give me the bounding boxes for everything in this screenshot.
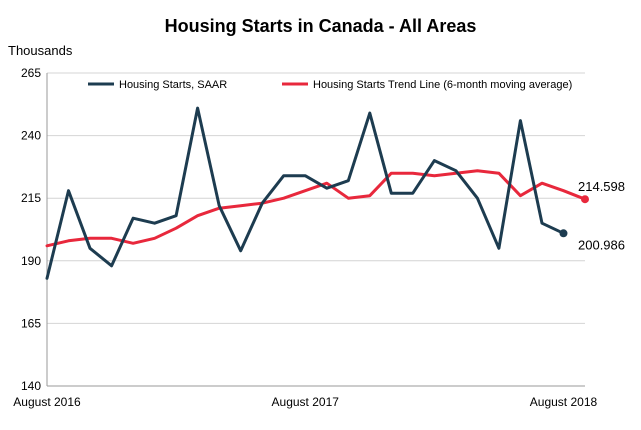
legend: Housing Starts, SAAR Housing Starts Trend… [88, 79, 572, 91]
series-end-marker-1 [581, 195, 589, 204]
y-tick-240: 240 [21, 129, 41, 143]
legend-label-0: Housing Starts, SAAR [119, 79, 227, 91]
x-tick-label-0: August 2016 [13, 395, 81, 409]
legend-label-1: Housing Starts Trend Line (6-month movin… [313, 79, 572, 91]
y-tick-140: 140 [21, 379, 41, 393]
y-axis-unit-label: Thousands [8, 43, 73, 58]
series-lines [45, 106, 589, 280]
x-tick-label-2: August 2018 [530, 395, 598, 409]
end-label-starts: 200.986 [578, 237, 625, 252]
x-tick-labels: August 2016 August 2017 August 2018 [13, 395, 597, 409]
y-tick-190: 190 [21, 254, 41, 268]
axes [46, 73, 585, 387]
series-line-0 [45, 106, 565, 280]
chart-title: Housing Starts in Canada - All Areas [164, 16, 477, 36]
y-tick-265: 265 [21, 66, 41, 80]
x-tick-label-1: August 2017 [272, 395, 340, 409]
series-line-1 [45, 169, 587, 248]
series-end-marker-0 [559, 229, 568, 238]
y-tick-165: 165 [21, 316, 41, 330]
y-tick-labels: 140 165 190 215 240 265 [21, 66, 41, 393]
y-tick-215: 215 [21, 191, 41, 205]
end-label-trend: 214.598 [578, 179, 625, 194]
end-value-labels: 214.598 200.986 [578, 179, 625, 252]
